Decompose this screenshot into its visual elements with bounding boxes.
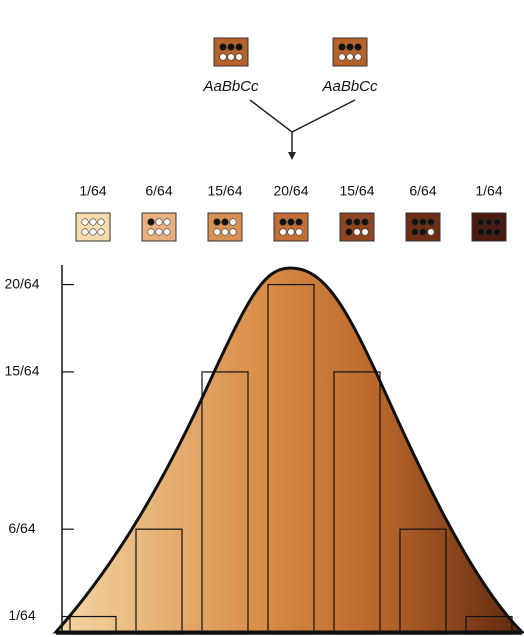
fraction-label: 1/64	[475, 183, 502, 199]
genotype-box	[274, 213, 308, 241]
genotype-box	[340, 213, 374, 241]
allele-dot	[362, 229, 369, 236]
allele-dot	[82, 219, 89, 226]
allele-dot	[478, 219, 485, 226]
allele-dot	[339, 54, 346, 61]
allele-dot	[355, 54, 362, 61]
allele-dot	[228, 54, 235, 61]
allele-dot	[288, 229, 295, 236]
genotype-box	[333, 38, 367, 66]
allele-dot	[354, 219, 361, 226]
allele-dot	[214, 229, 221, 236]
fraction-label: 6/64	[409, 183, 436, 199]
allele-dot	[494, 229, 501, 236]
parent-genotype: AaBbCc	[321, 78, 378, 95]
genotype-box	[472, 213, 506, 241]
genotype-box	[76, 213, 110, 241]
allele-dot	[148, 219, 155, 226]
allele-dot	[214, 219, 221, 226]
y-tick-label: 20/64	[4, 275, 39, 291]
allele-dot	[339, 44, 346, 51]
allele-dot	[412, 229, 419, 236]
allele-dot	[346, 219, 353, 226]
allele-dot	[222, 229, 229, 236]
allele-dot	[355, 44, 362, 51]
allele-dot	[90, 229, 97, 236]
allele-dot	[90, 219, 97, 226]
allele-dot	[354, 229, 361, 236]
allele-dot	[98, 229, 105, 236]
allele-dot	[148, 229, 155, 236]
allele-dot	[228, 44, 235, 51]
genotype-box	[208, 213, 242, 241]
bell-curve	[56, 268, 522, 632]
cross-arrow	[250, 100, 355, 152]
allele-dot	[486, 219, 493, 226]
allele-dot	[296, 229, 303, 236]
allele-dot	[494, 219, 501, 226]
allele-dot	[280, 229, 287, 236]
allele-dot	[164, 219, 171, 226]
allele-dot	[478, 229, 485, 236]
allele-dot	[296, 219, 303, 226]
allele-dot	[420, 229, 427, 236]
fraction-label: 1/64	[79, 183, 106, 199]
allele-dot	[156, 219, 163, 226]
allele-dot	[362, 219, 369, 226]
allele-dot	[236, 54, 243, 61]
fraction-label: 20/64	[273, 183, 308, 199]
allele-dot	[156, 229, 163, 236]
allele-dot	[486, 229, 493, 236]
allele-dot	[98, 219, 105, 226]
allele-dot	[230, 229, 237, 236]
genotype-box	[406, 213, 440, 241]
parent-genotype: AaBbCc	[202, 78, 259, 95]
allele-dot	[280, 219, 287, 226]
fraction-label: 15/64	[207, 183, 242, 199]
allele-dot	[230, 219, 237, 226]
arrow-head	[288, 152, 296, 160]
allele-dot	[346, 229, 353, 236]
allele-dot	[347, 44, 354, 51]
allele-dot	[222, 219, 229, 226]
y-tick-label: 1/64	[8, 607, 35, 623]
allele-dot	[236, 44, 243, 51]
allele-dot	[420, 219, 427, 226]
allele-dot	[164, 229, 171, 236]
genotype-box	[214, 38, 248, 66]
allele-dot	[288, 219, 295, 226]
fraction-label: 15/64	[339, 183, 374, 199]
fraction-label: 6/64	[145, 183, 172, 199]
allele-dot	[347, 54, 354, 61]
y-tick-label: 6/64	[8, 520, 35, 536]
allele-dot	[428, 219, 435, 226]
allele-dot	[220, 44, 227, 51]
chart: AaBbCc AaBbCc 1/64 6/64 15/64 20/64 1/64 6/64…	[0, 0, 524, 637]
allele-dot	[428, 229, 435, 236]
y-tick-label: 15/64	[4, 363, 39, 379]
allele-dot	[82, 229, 89, 236]
allele-dot	[220, 54, 227, 61]
allele-dot	[412, 219, 419, 226]
genotype-box	[142, 213, 176, 241]
